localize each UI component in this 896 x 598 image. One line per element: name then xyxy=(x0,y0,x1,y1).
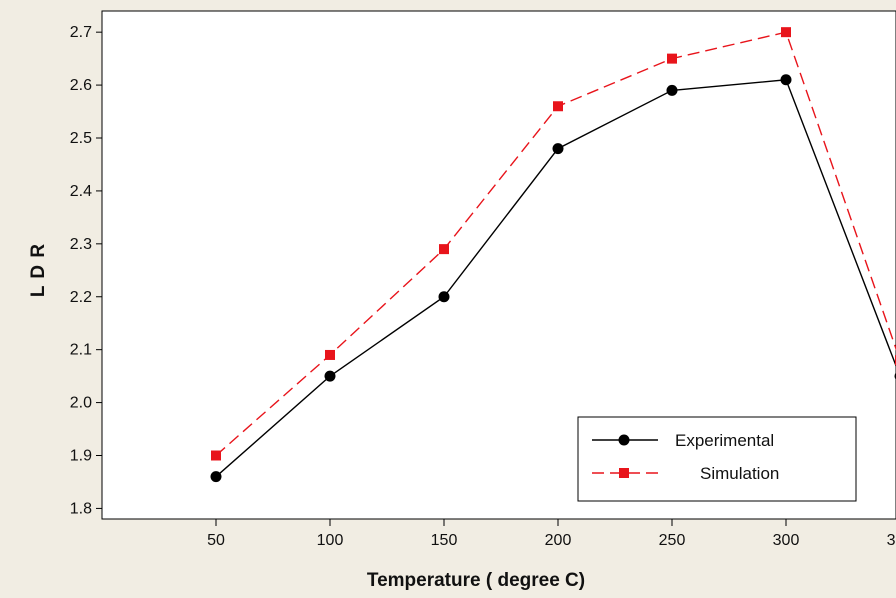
legend-label-simulation: Simulation xyxy=(700,464,779,483)
x-tick-label: 300 xyxy=(773,532,800,549)
data-point-simulation xyxy=(211,450,221,461)
y-tick-label: 2.1 xyxy=(70,342,92,359)
y-tick-label: 2.3 xyxy=(70,236,92,253)
legend-marker-experimental xyxy=(618,434,630,446)
data-point-experimental xyxy=(324,370,336,382)
y-tick-label: 2.2 xyxy=(70,289,92,306)
x-tick-label: 350 xyxy=(887,532,896,549)
legend: Experimental Simulation xyxy=(577,416,857,502)
data-point-simulation xyxy=(667,53,677,64)
data-point-simulation xyxy=(781,27,791,38)
legend-label-experimental: Experimental xyxy=(675,431,774,450)
x-axis-title: Temperature ( degree C) xyxy=(367,570,585,591)
x-tick-label: 200 xyxy=(545,532,572,549)
data-point-simulation xyxy=(325,349,335,360)
data-point-experimental xyxy=(780,74,792,86)
x-tick-label: 50 xyxy=(207,532,225,549)
y-tick-label: 2.5 xyxy=(70,130,92,147)
data-point-experimental xyxy=(438,291,450,303)
legend-box xyxy=(577,416,857,502)
y-tick-label: 2.6 xyxy=(70,77,92,94)
x-tick-label: 250 xyxy=(659,532,686,549)
y-axis-title: L D R xyxy=(28,243,49,297)
data-point-experimental xyxy=(552,143,564,155)
data-point-simulation xyxy=(439,244,449,255)
legend-marker-simulation xyxy=(619,468,629,478)
x-axis: 50 100 150 200 250 300 350 xyxy=(207,519,896,549)
data-point-simulation xyxy=(553,101,563,112)
y-axis: 1.8 1.9 2.0 2.1 2.2 2.3 2.4 2.5 2.6 2.7 xyxy=(70,24,102,517)
y-tick-label: 2.4 xyxy=(70,183,92,200)
y-tick-label: 1.9 xyxy=(70,448,92,465)
data-point-experimental xyxy=(210,471,222,483)
x-tick-label: 100 xyxy=(317,532,344,549)
y-tick-label: 2.0 xyxy=(70,395,92,412)
series-layer xyxy=(210,27,896,483)
y-tick-label: 2.7 xyxy=(70,24,92,41)
y-tick-label: 1.8 xyxy=(70,500,92,517)
data-point-experimental xyxy=(666,84,678,96)
x-tick-label: 150 xyxy=(431,532,458,549)
